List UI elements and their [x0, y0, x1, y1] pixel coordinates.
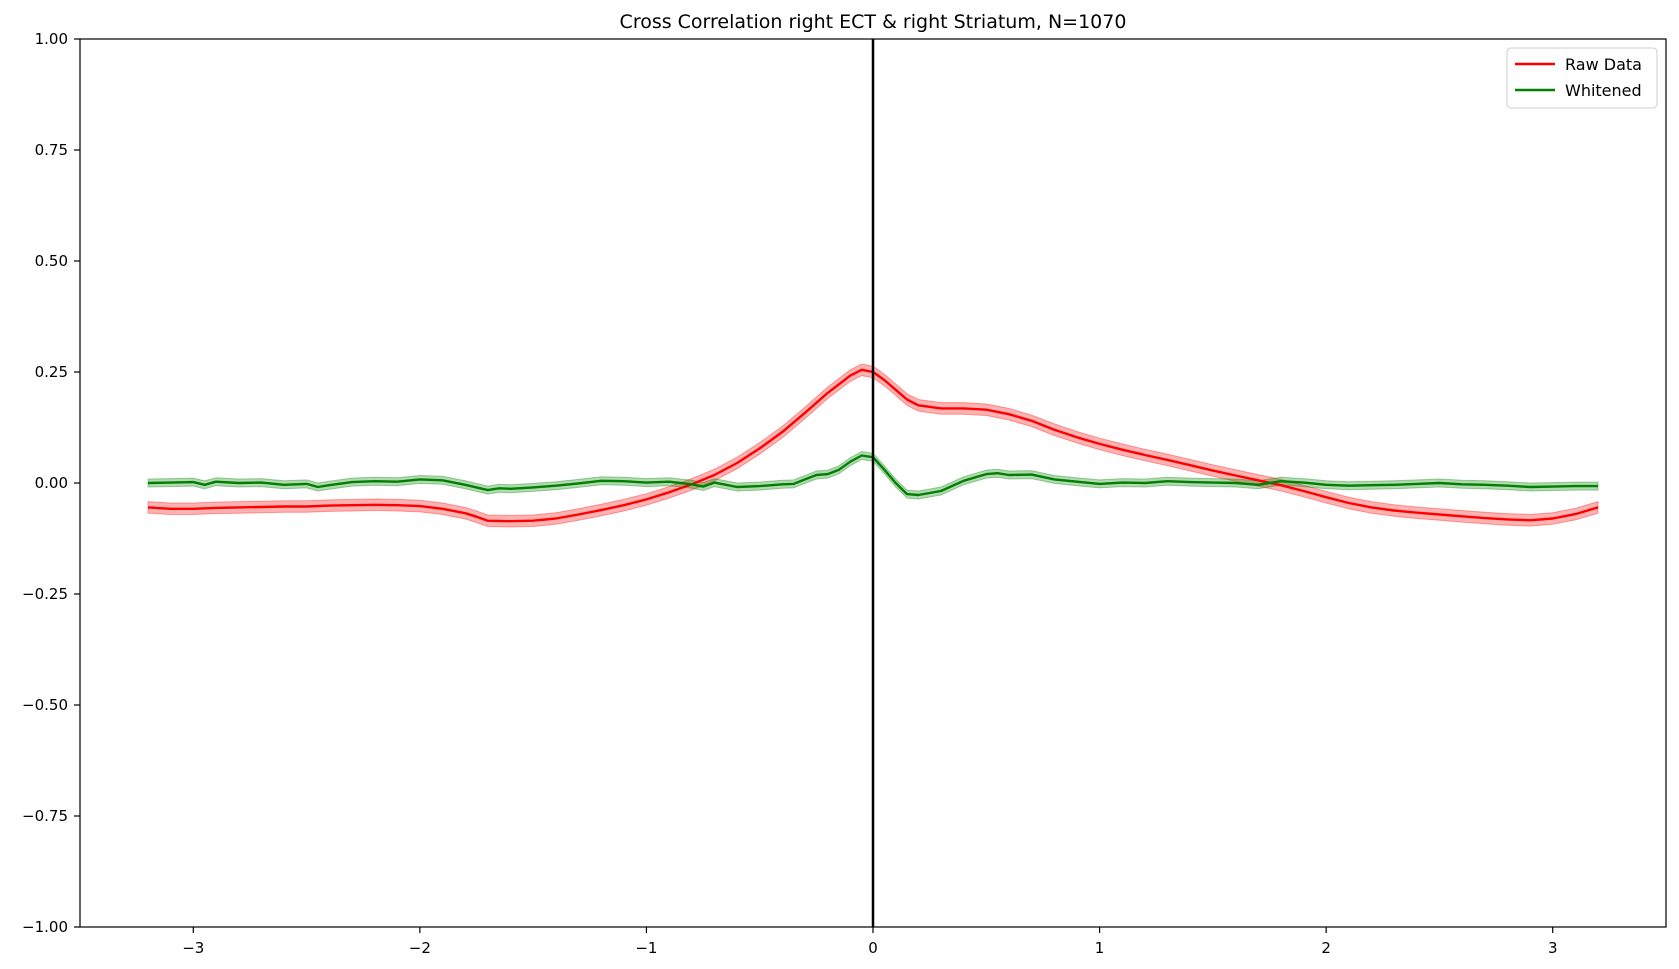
y-tick-label: −0.50 — [22, 696, 68, 714]
chart-title: Cross Correlation right ECT & right Stri… — [620, 11, 1127, 33]
x-tick-label: 1 — [1095, 939, 1105, 957]
y-tick-label: 0.00 — [35, 474, 68, 492]
x-axis: −3 −2 −1 0 1 2 3 — [182, 927, 1557, 957]
y-tick-label: 1.00 — [35, 30, 68, 48]
x-tick-label: 0 — [868, 939, 878, 957]
band-series-1 — [147, 450, 1599, 500]
y-tick-label: −1.00 — [22, 918, 68, 936]
y-tick-label: 0.50 — [35, 252, 68, 270]
band-series-0 — [147, 363, 1599, 528]
y-tick-label: 0.75 — [35, 141, 68, 159]
line-series-1 — [147, 454, 1598, 497]
y-axis: 1.00 0.75 0.50 0.25 0.00 −0.25 −0.50 −0.75 −1.00 — [22, 30, 80, 936]
x-tick-label: 3 — [1548, 939, 1558, 957]
confidence-bands — [147, 363, 1599, 528]
x-tick-label: −3 — [182, 939, 204, 957]
y-tick-label: −0.25 — [22, 585, 68, 603]
legend: Raw Data Whitened — [1506, 47, 1658, 109]
y-tick-label: −0.75 — [22, 807, 68, 825]
x-tick-label: −1 — [635, 939, 657, 957]
y-tick-label: 0.25 — [35, 363, 68, 381]
x-tick-label: −2 — [409, 939, 431, 957]
legend-label: Whitened — [1565, 81, 1642, 100]
x-tick-label: 2 — [1321, 939, 1331, 957]
legend-label: Raw Data — [1565, 55, 1642, 74]
